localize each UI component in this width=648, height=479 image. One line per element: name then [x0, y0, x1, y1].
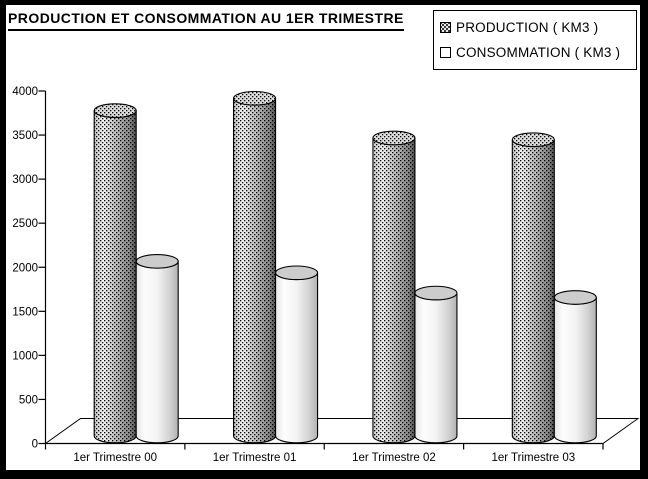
production-cylinder-top-pattern [511, 132, 555, 148]
production-cylinder-top-pattern [93, 103, 137, 118]
legend-item-consommation: CONSOMMATION ( KM3 ) [440, 45, 636, 60]
consommation-cylinder-body [553, 297, 597, 444]
y-axis-tick-label: 3500 [12, 130, 38, 142]
x-axis-category-label: 1er Trimestre 02 [352, 452, 436, 464]
frame-border-bottom [0, 470, 648, 479]
legend-label-production: PRODUCTION ( KM3 ) [456, 20, 599, 36]
chart-title: PRODUCTION ET CONSOMMATION AU 1ER TRIMES… [8, 10, 404, 31]
y-axis-tick-label: 1000 [12, 350, 38, 362]
frame-border-top [0, 0, 648, 5]
legend-item-production: PRODUCTION ( KM3 ) [440, 20, 636, 35]
legend-box: PRODUCTION ( KM3 ) CONSOMMATION ( KM3 ) [433, 10, 637, 70]
consommation-cylinder-body [135, 261, 179, 444]
consommation-cylinder-top [135, 253, 179, 269]
consommation-cylinder-top [275, 265, 319, 281]
x-axis-category-label: 1er Trimestre 00 [73, 452, 157, 464]
frame-border-left [0, 0, 6, 479]
x-axis-category-label: 1er Trimestre 03 [491, 452, 575, 464]
y-axis-tick-label: 1500 [12, 306, 38, 318]
consommation-cylinder-top [553, 290, 597, 305]
consommation-cylinder-body [275, 272, 319, 444]
consommation-cylinder-top [414, 285, 458, 301]
production-series-marker-icon [440, 22, 451, 34]
y-axis-tick-label: 3000 [12, 174, 38, 186]
y-axis-tick-label: 4000 [12, 86, 38, 98]
x-axis-category-label: 1er Trimestre 01 [213, 452, 297, 464]
y-axis-tick-label: 0 [32, 439, 38, 451]
production-cylinder-pattern [93, 110, 137, 444]
consommation-series-marker-icon [440, 46, 451, 58]
frame-border-right [640, 0, 648, 479]
legend-label-consommation: CONSOMMATION ( KM3 ) [456, 44, 621, 60]
consommation-cylinder-body [414, 292, 458, 444]
production-cylinder-pattern [372, 137, 416, 444]
production-cylinder-pattern [511, 139, 555, 444]
y-axis-tick-label: 500 [19, 394, 38, 406]
production-cylinder-top-pattern [233, 90, 277, 106]
y-axis-tick-label: 2500 [12, 218, 38, 230]
y-axis-tick-label: 2000 [12, 262, 38, 274]
production-cylinder-top-pattern [372, 130, 416, 146]
production-cylinder-pattern [233, 98, 277, 444]
